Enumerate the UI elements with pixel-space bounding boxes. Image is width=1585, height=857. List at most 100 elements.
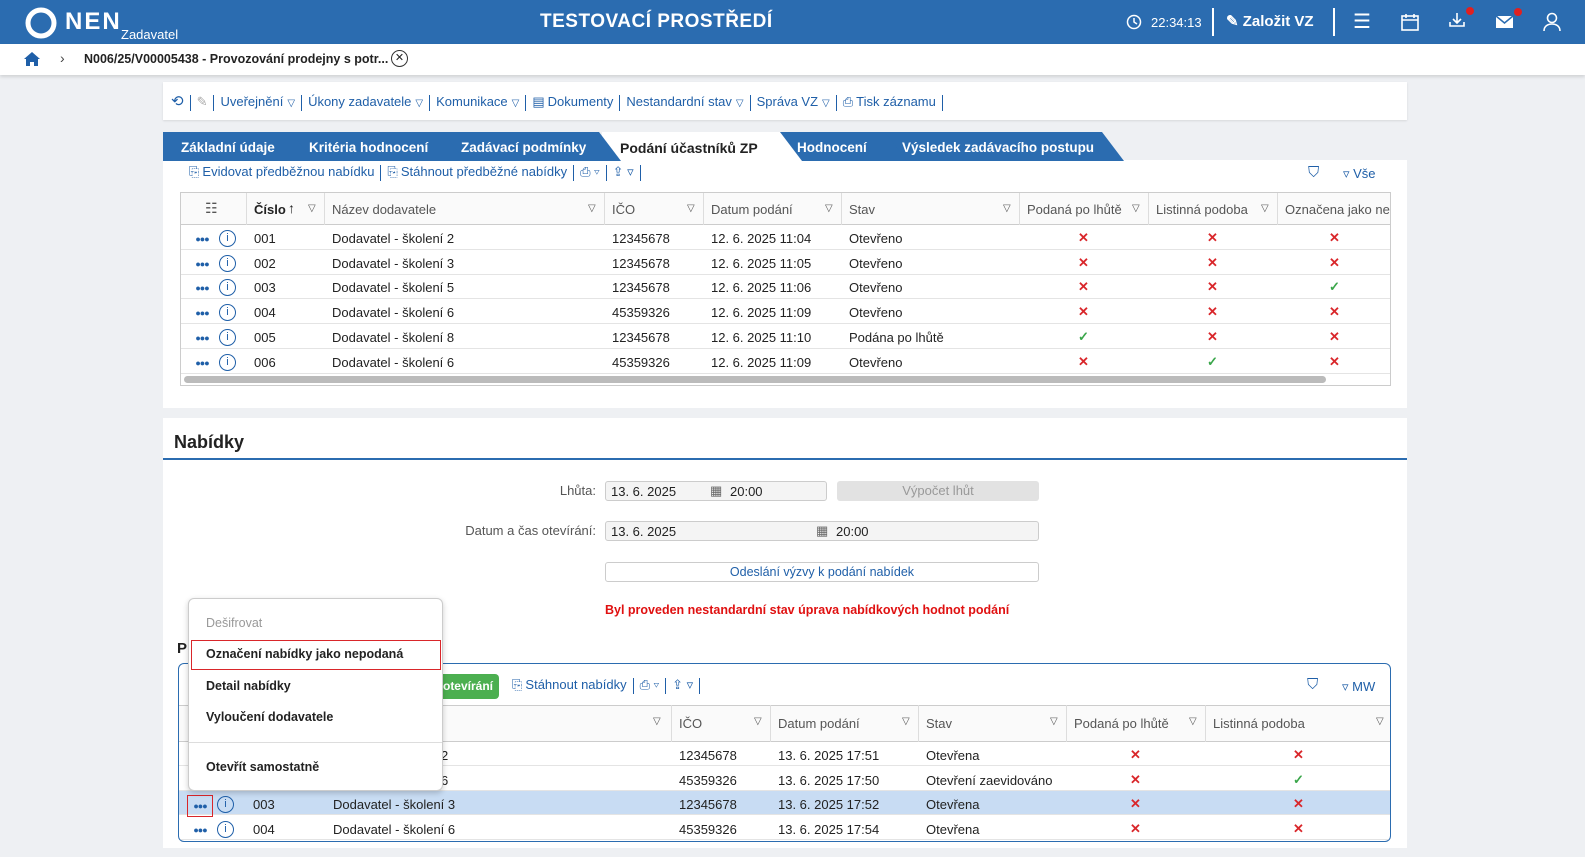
row-menu[interactable]: ●●● [195, 308, 209, 319]
view-label: Vše [1353, 166, 1376, 181]
info-icon[interactable]: i [217, 796, 234, 814]
filter-arrow[interactable]: ▽ [1261, 203, 1269, 214]
row[interactable] [179, 816, 1390, 841]
column-header[interactable]: Datum podání [711, 202, 793, 217]
home-icon[interactable] [23, 51, 41, 67]
export-menu[interactable]: ⇪ ▿ [672, 677, 694, 692]
info-icon[interactable]: i [219, 230, 236, 247]
close-breadcrumb[interactable]: ✕ [391, 50, 408, 67]
cell: Podána po lhůtě [849, 329, 944, 345]
row-menu[interactable]: ●●● [195, 234, 209, 244]
column-header[interactable]: Stav [926, 716, 953, 731]
menu-item[interactable]: Vyloučení dodavatele [206, 710, 334, 724]
filter-arrow[interactable]: ▽ [1050, 716, 1058, 727]
tab[interactable]: Kritéria hodnocení [291, 132, 465, 161]
column-header[interactable]: Listinná podoba [1213, 716, 1305, 731]
filter-arrow[interactable]: ▽ [1132, 203, 1140, 214]
view-select[interactable]: ▿ Vše [1343, 166, 1376, 181]
filter-icon[interactable]: ⛉ [1308, 164, 1320, 181]
info-icon[interactable]: i [219, 254, 236, 272]
filter-arrow[interactable]: ▽ [825, 203, 833, 214]
tab[interactable]: Základní údaje [163, 132, 313, 161]
toolbar-item[interactable]: Nestandardní stav ▽ [626, 94, 743, 109]
menu-icon[interactable]: ☰ [1353, 11, 1371, 33]
tab[interactable]: Zadávací podmínky [443, 132, 621, 161]
row[interactable] [179, 767, 1390, 791]
menu-item[interactable]: Otevřít samostatně [206, 760, 320, 774]
column-header[interactable]: IČO [679, 716, 703, 731]
separator [632, 677, 634, 694]
mail-icon[interactable] [1495, 6, 1523, 32]
filter-arrow[interactable]: ▽ [902, 716, 910, 727]
filter-icon[interactable]: ⛉ [1307, 676, 1319, 693]
column-divider [671, 705, 672, 742]
opening-input[interactable]: 13. 6. 2025 ▦ 20:00 [605, 521, 1039, 541]
user-icon[interactable] [1543, 12, 1561, 32]
download-icon[interactable] [1448, 6, 1476, 32]
column-header[interactable]: Název dodavatele [332, 202, 437, 217]
toolbar-item[interactable]: Správa VZ ▽ [757, 94, 830, 109]
create-button[interactable]: ✎ Založit VZ [1226, 13, 1314, 30]
menu-item[interactable]: Detail nabídky [206, 679, 291, 693]
row-menu[interactable]: ●●● [195, 283, 209, 294]
filter-arrow[interactable]: ▽ [1376, 716, 1384, 727]
action[interactable]: ⎘ Stáhnout předběžné nabídky [387, 164, 567, 179]
column-divider [1019, 193, 1020, 225]
row-menu[interactable]: ●●● [195, 332, 209, 343]
info-icon[interactable]: i [219, 304, 236, 322]
cell: Otevření zaevidováno [926, 772, 1053, 788]
cell: 12345678 [612, 231, 670, 246]
row[interactable] [179, 791, 1390, 816]
row-menu[interactable]: ●●● [187, 795, 213, 818]
role: Zadavatel [121, 27, 179, 42]
cell: 6 [441, 772, 449, 788]
column-header[interactable]: Podaná po lhůtě [1074, 716, 1169, 731]
filter-arrow[interactable]: ▽ [754, 716, 762, 727]
row[interactable] [179, 742, 1390, 766]
info-icon[interactable]: i [217, 821, 234, 839]
info-icon[interactable]: i [219, 353, 236, 371]
filter-arrow[interactable]: ▽ [687, 203, 695, 214]
column-header[interactable]: IČO [612, 202, 636, 217]
toolbar-item[interactable]: ▤ Dokumenty [532, 94, 613, 109]
toolbar-item[interactable]: Komunikace ▽ [436, 94, 519, 109]
filter-arrow[interactable]: ▽ [1189, 716, 1197, 727]
row-menu[interactable]: ●●● [193, 825, 207, 836]
tab[interactable]: Podání účastníků ZP [602, 132, 802, 161]
row-menu[interactable]: ●●● [195, 258, 209, 269]
filter-arrow[interactable]: ▽ [308, 203, 316, 214]
refresh-icon[interactable]: ⟲ [171, 93, 184, 110]
deadline-input[interactable]: 13. 6. 2025 ▦ 20:00 [605, 481, 827, 501]
toolbar-item[interactable]: ⎙ Tisk záznamu [843, 94, 936, 109]
info-icon[interactable]: i [219, 279, 236, 297]
menu-item[interactable]: Označení nabídky jako nepodaná [206, 647, 404, 661]
send-button[interactable]: Odeslání výzvy k podání nabídek [605, 562, 1039, 582]
print-menu[interactable]: ⎙ ▿ [639, 677, 660, 692]
toolbar-item[interactable]: Uveřejnění ▽ [220, 94, 295, 109]
export-menu[interactable]: ⇪ ▿ [612, 164, 634, 179]
column-header[interactable]: Listinná podoba [1156, 202, 1248, 217]
settings-icon[interactable]: ☷ [205, 200, 218, 216]
toolbar-item[interactable]: Úkony zadavatele ▽ [308, 94, 423, 109]
table1-toolbar: ⎘ Evidovat předběžnou nabídku ⎘ Stáhnout př… [189, 164, 647, 181]
filter-arrow[interactable]: ▽ [653, 716, 661, 727]
column-header[interactable]: Datum podání [778, 716, 860, 731]
tab[interactable]: Výsledek zadávacího postupu [884, 132, 1124, 161]
filter-arrow[interactable]: ▽ [1003, 203, 1011, 214]
cell: 13. 6. 2025 17:50 [778, 772, 880, 788]
info-icon[interactable]: i [219, 328, 236, 346]
tab[interactable]: Hodnocení [779, 132, 907, 161]
action[interactable]: ⎘ Stáhnout nabídky [512, 677, 627, 692]
view-select[interactable]: ▿ MW [1342, 679, 1376, 694]
column-header[interactable]: Stav [849, 202, 876, 217]
action[interactable]: ⎘ Evidovat předběžnou nabídku [189, 164, 374, 179]
print-menu[interactable]: ⎙ ▿ [580, 164, 600, 179]
column-header[interactable]: Označena jako nep [1285, 202, 1391, 217]
column-header[interactable]: Číslo [254, 202, 286, 217]
calendar-icon[interactable] [1401, 13, 1419, 31]
filter-arrow[interactable]: ▽ [588, 203, 596, 214]
column-divider [324, 193, 325, 225]
column-divider [1148, 193, 1149, 225]
row-menu[interactable]: ●●● [195, 357, 209, 368]
column-header[interactable]: Podaná po lhůtě [1027, 202, 1122, 217]
